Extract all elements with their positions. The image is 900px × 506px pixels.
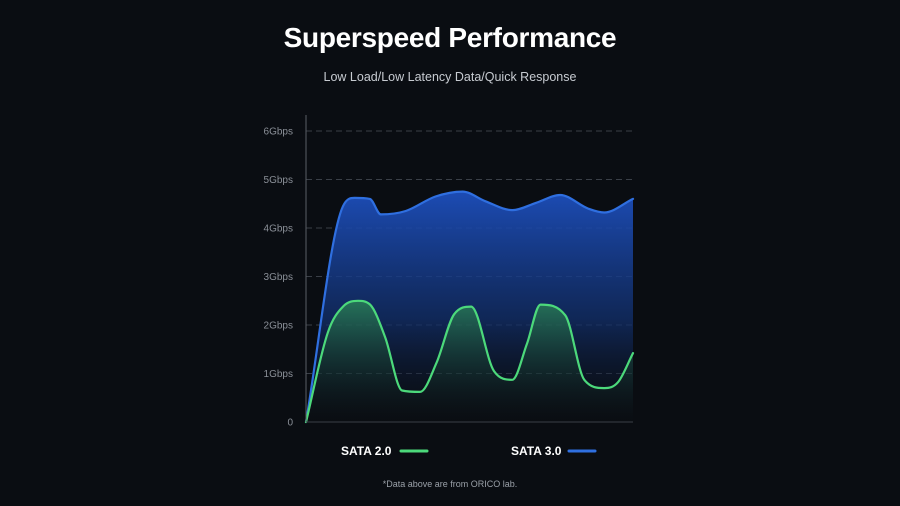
series-lines [304,190,635,424]
y-tick-label: 0 [287,418,293,429]
y-tick-label: 1Gbps [264,369,293,380]
series-line-sata-3-0 [304,190,635,424]
legend-label-sata-2-0: SATA 2.0 [341,444,392,458]
legend: SATA 2.0 SATA 3.0 [341,444,597,458]
footnote: *Data above are from ORICO lab. [382,479,518,489]
y-tick-label: 5Gbps [264,175,293,186]
y-tick-label: 4Gbps [264,224,293,235]
series-line-sata-2-0 [304,299,635,424]
legend-label-sata-3-0: SATA 3.0 [511,444,562,458]
y-tick-label: 2Gbps [264,321,293,332]
y-tick-label: 3Gbps [264,272,293,283]
page-title: Superspeed Performance [283,22,617,53]
series-area-sata-2-0 [306,300,633,422]
axes: 0 1Gbps 2Gbps 3Gbps 4Gbps 5Gbps 6Gbps [264,115,633,429]
y-tick-label: 6Gbps [264,127,293,138]
page-subtitle: Low Load/Low Latency Data/Quick Response [323,70,577,84]
